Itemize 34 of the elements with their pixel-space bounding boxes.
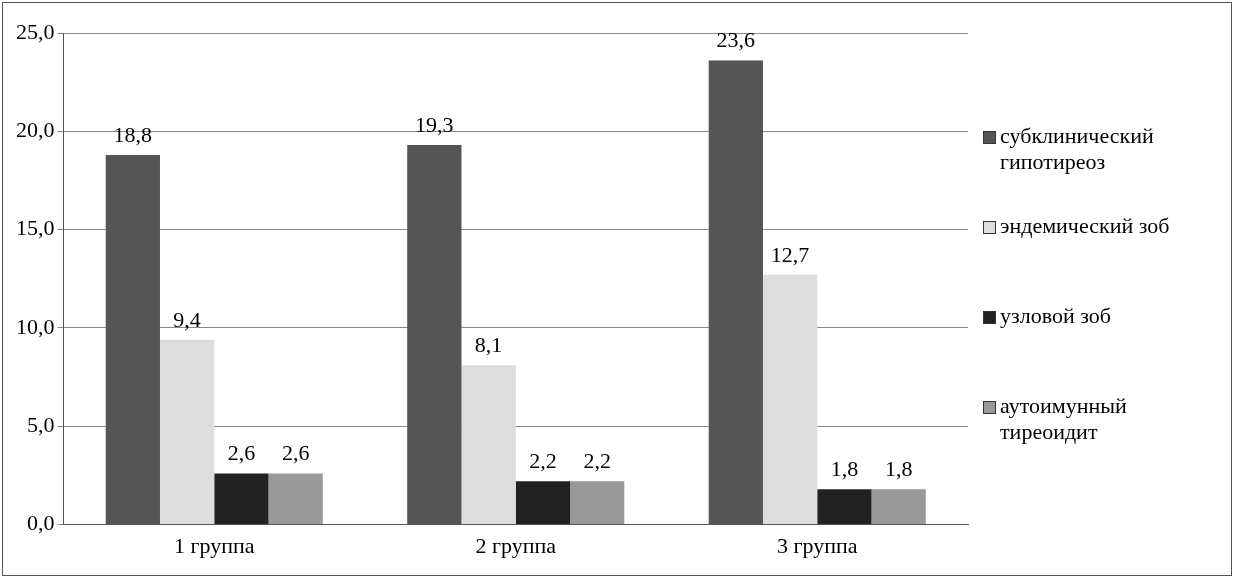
data-label: 18,8 (113, 121, 153, 147)
y-tick-label: 25,0 (16, 18, 55, 44)
bar (762, 274, 818, 525)
data-label: 9,4 (173, 306, 201, 332)
x-tick-label: 3 группа (776, 532, 858, 558)
legend-label: эндемический зоб (1000, 213, 1171, 239)
data-label: 23,6 (716, 27, 756, 53)
data-label: 2,2 (529, 448, 557, 474)
bar (268, 473, 323, 525)
bar (515, 481, 571, 525)
data-label: 2,6 (281, 440, 310, 466)
bar (570, 481, 625, 525)
x-tick-label: 1 группа (173, 532, 255, 558)
data-label: 1,8 (884, 455, 913, 481)
y-tick-label: 20,0 (16, 117, 55, 143)
data-label: 2,6 (227, 440, 256, 466)
bar (817, 489, 872, 525)
legend-label: субклинический гипотиреоз (1000, 123, 1155, 175)
data-label: 1,8 (830, 455, 859, 481)
bar (214, 473, 269, 525)
y-tick-label: 15,0 (16, 215, 55, 241)
data-label: 19,3 (415, 111, 454, 137)
bar (159, 339, 215, 525)
data-label: 12,7 (770, 241, 810, 267)
bar (461, 365, 516, 525)
bar (871, 489, 926, 525)
x-tick-label: 2 группа (475, 532, 557, 558)
y-tick-label: 10,0 (16, 313, 55, 339)
y-tick-label: 0,0 (27, 510, 55, 536)
data-label: 8,1 (474, 332, 503, 358)
data-label: 2,2 (583, 448, 611, 474)
legend-label: узловой зоб (1000, 303, 1112, 329)
y-tick-label: 5,0 (27, 412, 55, 438)
legend-label: аутоимунный тиреоидит (1000, 393, 1128, 445)
